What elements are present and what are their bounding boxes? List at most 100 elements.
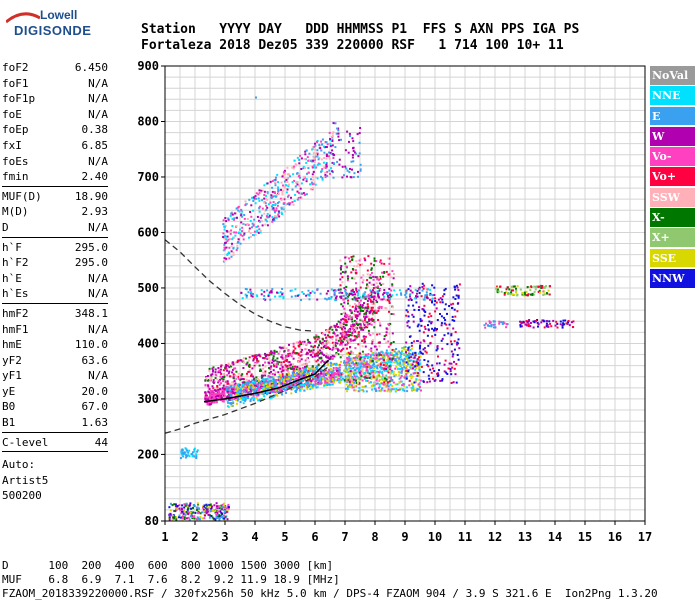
data-point: [358, 356, 360, 359]
data-point: [327, 329, 330, 332]
data-point: [371, 306, 374, 309]
data-point: [195, 453, 198, 456]
data-point: [294, 347, 297, 350]
data-point: [261, 389, 264, 392]
data-point: [328, 336, 331, 338]
data-point: [427, 324, 429, 327]
data-point: [246, 361, 249, 364]
data-point: [266, 386, 269, 389]
data-point: [316, 298, 319, 301]
data-point: [499, 285, 502, 288]
data-point: [248, 379, 251, 382]
data-point: [389, 323, 392, 325]
data-point: [239, 401, 242, 403]
data-point: [431, 335, 434, 338]
data-point: [238, 391, 241, 394]
data-point: [271, 204, 274, 207]
data-point: [536, 319, 539, 321]
param-separator: [2, 302, 108, 304]
data-point: [347, 357, 350, 360]
data-point: [385, 334, 388, 337]
data-point: [333, 332, 336, 335]
data-point: [420, 295, 423, 298]
data-point: [250, 373, 253, 376]
data-point: [375, 282, 378, 285]
data-point: [388, 310, 390, 313]
data-point: [329, 142, 332, 145]
data-point: [187, 513, 190, 516]
data-point: [447, 367, 450, 370]
data-point: [234, 234, 237, 237]
data-point: [367, 305, 370, 308]
data-point: [279, 197, 282, 200]
data-point: [222, 219, 225, 222]
data-point: [356, 364, 359, 367]
data-point: [416, 388, 419, 391]
data-point: [350, 334, 353, 337]
data-point: [276, 193, 278, 196]
data-point: [359, 365, 362, 368]
data-point: [296, 156, 299, 159]
data-point: [520, 322, 523, 325]
data-point: [359, 310, 362, 313]
data-point: [519, 324, 522, 326]
data-point: [286, 166, 289, 169]
data-point: [277, 376, 280, 379]
data-point: [332, 331, 335, 334]
data-point: [351, 298, 354, 301]
data-point: [390, 276, 393, 279]
data-point: [273, 352, 276, 355]
data-point: [249, 219, 252, 222]
data-point: [269, 366, 272, 369]
data-point: [285, 377, 287, 379]
data-point: [386, 384, 389, 387]
data-point: [378, 375, 381, 378]
data-point: [345, 383, 348, 386]
data-point: [297, 352, 300, 355]
data-point: [330, 325, 333, 328]
chart-axes: 1 2 3 4 5 6 7 8 9 10 11 12 13 14 15 16 17802003004005006…: [137, 59, 652, 544]
data-point: [357, 324, 359, 327]
data-point: [443, 308, 446, 311]
param-value: 44: [94, 435, 108, 449]
data-point: [212, 394, 215, 397]
data-point: [282, 297, 285, 300]
data-point: [559, 323, 562, 326]
data-point: [331, 379, 334, 382]
data-point: [234, 367, 237, 370]
data-point: [358, 297, 361, 299]
param-row: foF1p N/A: [2, 91, 108, 107]
data-point: [321, 138, 324, 141]
data-point: [303, 362, 306, 365]
data-point: [379, 275, 382, 278]
data-point: [378, 352, 381, 355]
data-point: [217, 514, 220, 516]
data-point: [371, 357, 374, 360]
data-point: [347, 299, 349, 302]
data-point: [341, 333, 344, 336]
data-point: [251, 367, 254, 370]
data-point: [389, 363, 392, 366]
data-point: [415, 361, 418, 363]
data-point: [411, 351, 414, 354]
data-point: [251, 355, 254, 358]
data-point: [526, 321, 529, 324]
data-point: [270, 376, 273, 379]
data-point: [345, 336, 348, 339]
data-point: [316, 153, 319, 156]
data-point: [383, 356, 386, 359]
data-point: [399, 351, 402, 354]
data-point: [230, 389, 233, 392]
data-point: [352, 371, 355, 374]
data-point: [284, 173, 286, 176]
data-point: [545, 324, 548, 327]
data-point: [324, 381, 327, 384]
data-point: [418, 288, 421, 291]
data-point: [318, 357, 321, 360]
data-point: [252, 393, 254, 396]
data-point: [234, 385, 237, 388]
data-point: [387, 273, 390, 276]
data-point: [266, 206, 269, 209]
data-point: [296, 172, 299, 175]
data-point: [419, 362, 422, 365]
